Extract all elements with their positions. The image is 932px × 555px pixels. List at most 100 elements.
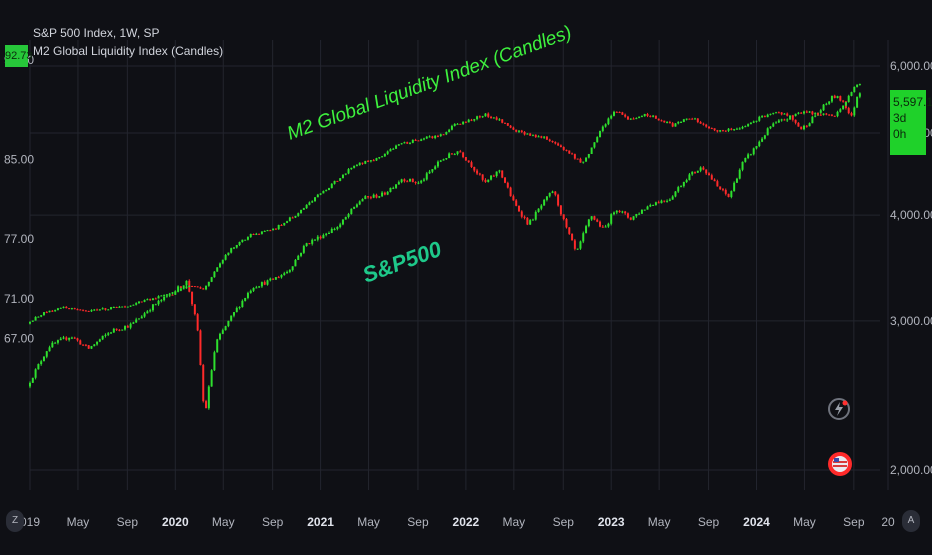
m2-candle-body bbox=[104, 308, 107, 310]
m2-candle-body bbox=[758, 116, 761, 121]
x-tick-label: Sep bbox=[407, 515, 429, 529]
spx-candle-body bbox=[135, 319, 138, 323]
m2-candle-body bbox=[833, 115, 836, 117]
spx-candle-body bbox=[738, 169, 741, 179]
spx-candle-body bbox=[652, 204, 655, 206]
spx-candle-body bbox=[839, 96, 842, 101]
m2-candle-body bbox=[140, 301, 143, 303]
m2-candle-body bbox=[308, 202, 311, 205]
m2-candle-body bbox=[721, 130, 724, 132]
m2-candle-body bbox=[822, 113, 825, 115]
main-series-title[interactable]: S&P 500 Index, 1W, SP bbox=[33, 26, 160, 40]
m2-candle-body bbox=[179, 288, 182, 291]
m2-candle-body bbox=[839, 109, 842, 112]
spx-candle-body bbox=[431, 169, 434, 172]
m2-candle-body bbox=[255, 233, 258, 235]
x-tick-label: Sep bbox=[698, 515, 720, 529]
m2-candle-body bbox=[246, 237, 249, 240]
m2-candle-body bbox=[702, 123, 705, 125]
m2-candle-body bbox=[453, 124, 456, 126]
spx-candle-body bbox=[383, 192, 386, 195]
spx-candle-body bbox=[495, 171, 498, 176]
m2-candle-body bbox=[677, 121, 680, 124]
x-tick-label: May bbox=[357, 515, 380, 529]
spx-candle-body bbox=[286, 271, 289, 274]
spx-candle-body bbox=[34, 369, 37, 378]
spx-candle-body bbox=[830, 95, 833, 102]
m2-candle-body bbox=[199, 287, 202, 289]
spx-candle-body bbox=[168, 294, 171, 296]
spx-candle-body bbox=[367, 196, 370, 198]
spx-candle-body bbox=[498, 170, 501, 172]
m2-candle-body bbox=[565, 149, 568, 151]
x-tick-label: 2023 bbox=[598, 515, 625, 529]
spx-candle-body bbox=[730, 191, 733, 197]
m2-candle-body bbox=[719, 130, 722, 132]
spx-candle-body bbox=[484, 179, 487, 182]
spx-candle-body bbox=[31, 377, 34, 383]
m2-candle-body bbox=[582, 161, 585, 163]
indicator-title[interactable]: M2 Global Liquidity Index (Candles) bbox=[33, 44, 224, 58]
m2-candle-body bbox=[224, 254, 227, 260]
spx-candle-body bbox=[478, 173, 481, 175]
spx-candle-body bbox=[160, 300, 163, 302]
m2-candle-body bbox=[54, 310, 57, 312]
m2-candle-body bbox=[716, 130, 719, 132]
m2-candle-body bbox=[439, 134, 442, 137]
spx-candle-body bbox=[51, 342, 54, 348]
x-tick-label: 20 bbox=[881, 515, 895, 529]
spx-candle-body bbox=[327, 232, 330, 234]
spx-candle-body bbox=[791, 115, 794, 120]
x-tick-label: 2021 bbox=[307, 515, 334, 529]
lightning-alert-icon[interactable] bbox=[828, 398, 850, 420]
spx-candle-body bbox=[291, 266, 294, 271]
m2-candle-body bbox=[31, 320, 34, 322]
m2-candle-body bbox=[132, 304, 135, 306]
y-left-tick-label: 85.00 bbox=[4, 153, 34, 167]
m2-candle-body bbox=[814, 113, 817, 115]
spx-candle-body bbox=[699, 167, 702, 171]
spx-candle-body bbox=[780, 119, 783, 121]
spx-candle-body bbox=[515, 200, 518, 206]
spx-candle-body bbox=[196, 314, 199, 331]
m2-candle-body bbox=[87, 310, 90, 312]
m2-candle-body bbox=[733, 129, 736, 131]
spx-candle-body bbox=[339, 224, 342, 228]
spx-candle-body bbox=[406, 181, 409, 183]
spx-candle-body bbox=[459, 151, 462, 153]
spx-candle-body bbox=[744, 157, 747, 162]
m2-candle-body bbox=[232, 247, 235, 249]
flag-event-icon[interactable] bbox=[828, 452, 852, 476]
m2-candle-body bbox=[378, 157, 381, 159]
spx-candle-body bbox=[344, 216, 347, 220]
m2-candle-body bbox=[769, 113, 772, 115]
spx-candle-body bbox=[802, 125, 805, 130]
auto-scale-button[interactable]: A bbox=[902, 510, 920, 532]
spx-candle-body bbox=[604, 226, 607, 228]
spx-candle-body bbox=[191, 291, 194, 305]
spx-candle-body bbox=[654, 202, 657, 205]
x-tick-label: May bbox=[212, 515, 235, 529]
time-zone-button[interactable]: Z bbox=[6, 510, 24, 532]
m2-candle-body bbox=[713, 128, 716, 131]
m2-candle-body bbox=[168, 293, 171, 295]
x-tick-label: May bbox=[648, 515, 671, 529]
m2-candle-body bbox=[853, 86, 856, 93]
spx-candle-body bbox=[249, 290, 252, 293]
m2-candle-body bbox=[165, 294, 168, 296]
m2-candle-body bbox=[735, 128, 738, 130]
spx-candle-body bbox=[786, 119, 789, 121]
m2-candle-body bbox=[409, 142, 412, 144]
m2-candle-body bbox=[492, 117, 495, 119]
spx-candle-body bbox=[98, 339, 101, 342]
m2-candle-body bbox=[490, 116, 493, 119]
spx-candle-body bbox=[596, 219, 599, 222]
spx-candle-body bbox=[517, 205, 520, 212]
spx-candle-body bbox=[414, 182, 417, 184]
spx-candle-body bbox=[540, 205, 543, 209]
m2-candle-body bbox=[590, 147, 593, 155]
spx-candle-body bbox=[230, 315, 233, 321]
spx-candle-body bbox=[769, 126, 772, 129]
